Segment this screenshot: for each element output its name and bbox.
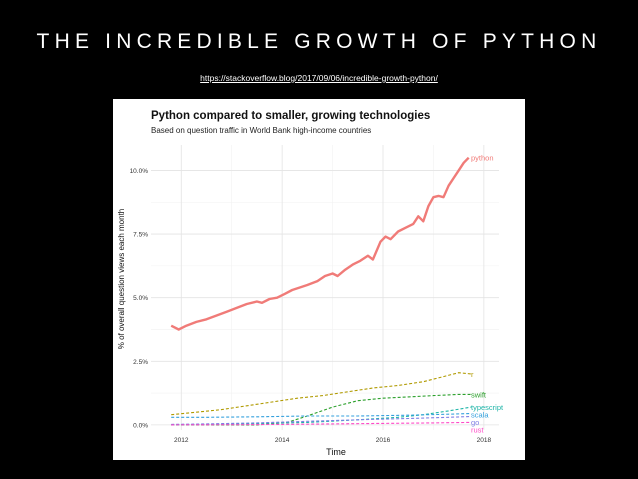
- chart-panel: Python compared to smaller, growing tech…: [113, 99, 525, 460]
- x-tick-label: 2018: [477, 437, 492, 444]
- series-line-python: [170, 156, 470, 331]
- series-label-r: r: [471, 370, 474, 379]
- source-link[interactable]: https://stackoverflow.blog/2017/09/06/in…: [200, 73, 438, 83]
- x-tick-label: 2014: [275, 437, 290, 444]
- line-chart: Python compared to smaller, growing tech…: [117, 110, 504, 457]
- series-label-swift: swift: [471, 390, 487, 399]
- series-label-python: python: [471, 154, 494, 163]
- y-tick-label: 5.0%: [133, 295, 148, 302]
- series-label-rust: rust: [471, 426, 484, 435]
- y-tick-label: 0.0%: [133, 422, 148, 429]
- y-tick-label: 7.5%: [133, 232, 148, 239]
- series-line-go: [171, 415, 472, 425]
- gridlines: [151, 145, 499, 430]
- x-tick-label: 2012: [174, 437, 189, 444]
- x-axis-ticks: 2012 2014 2016 2018: [174, 437, 491, 444]
- chart-title: Python compared to smaller, growing tech…: [151, 110, 430, 122]
- slide-title: THE INCREDIBLE GROWTH OF PYTHON: [36, 30, 602, 53]
- series-lines: [170, 156, 472, 426]
- y-tick-label: 2.5%: [133, 359, 148, 366]
- series-line-r: [171, 372, 472, 416]
- chart-subtitle: Based on question traffic in World Bank …: [151, 126, 371, 135]
- series-label-go: go: [471, 418, 479, 427]
- series-label-scala: scala: [471, 411, 489, 420]
- series-line-scala: [171, 412, 472, 418]
- x-tick-label: 2016: [376, 437, 391, 444]
- series-line-rust: [171, 421, 472, 426]
- y-axis-ticks: 0.0% 2.5% 5.0% 7.5% 10.0%: [130, 168, 149, 429]
- y-tick-label: 10.0%: [130, 168, 149, 175]
- x-axis-label: Time: [326, 447, 346, 457]
- y-axis-label: % of overall question views each month: [117, 209, 126, 350]
- series-label-typescript: typescript: [471, 403, 504, 412]
